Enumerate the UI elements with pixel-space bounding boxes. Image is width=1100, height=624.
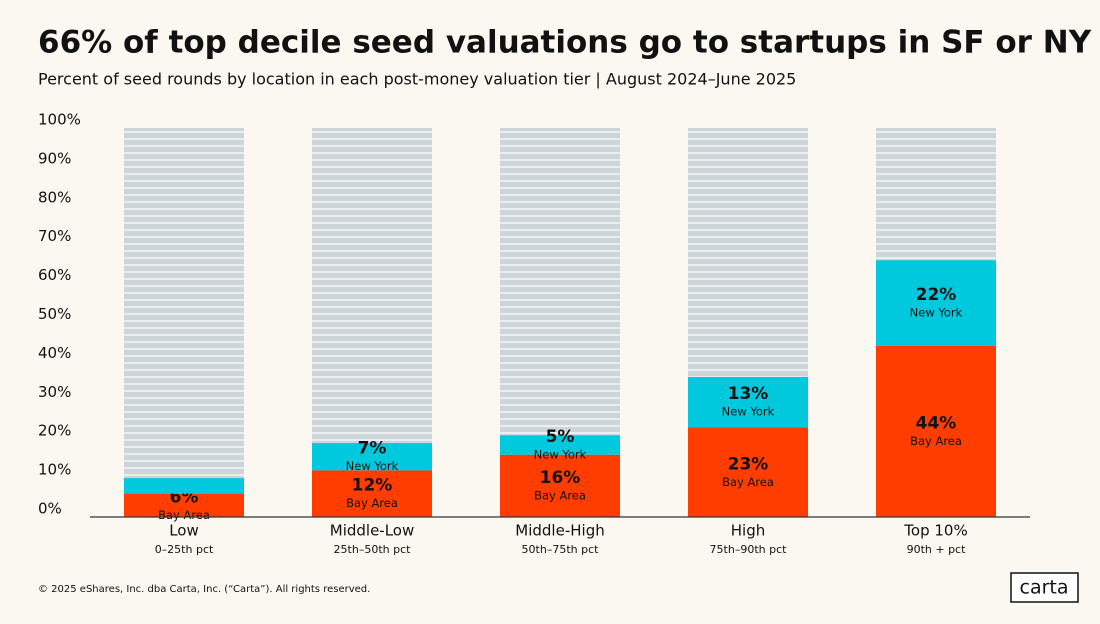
bar-segment (124, 493, 244, 517)
chart-subtitle: Percent of seed rounds by location in ea… (38, 70, 796, 89)
bar-track (124, 128, 244, 517)
series-label: Bay Area (158, 508, 210, 522)
x-tick-sublabel: 90th + pct (907, 543, 967, 556)
series-label: Bay Area (346, 496, 398, 510)
y-tick-label: 20% (38, 422, 71, 440)
x-tick-label: High (731, 522, 765, 540)
y-tick-label: 30% (38, 383, 71, 401)
chart-title: 66% of top decile seed valuations go to … (38, 25, 1092, 61)
series-label: New York (534, 448, 587, 462)
y-tick-label: 50% (38, 305, 71, 323)
x-tick-label: Top 10% (903, 522, 967, 540)
x-tick-label: Middle-High (515, 522, 604, 540)
value-label: 23% (728, 454, 769, 474)
bar-segment (312, 470, 432, 517)
value-label: 16% (540, 468, 581, 488)
y-tick-label: 100% (38, 111, 81, 129)
x-tick-sublabel: 75th–90th pct (710, 543, 788, 556)
copyright: © 2025 eShares, Inc. dba Carta, Inc. (“C… (38, 584, 370, 595)
series-label: New York (910, 306, 963, 320)
value-label: 13% (728, 384, 769, 404)
value-label: 22% (916, 285, 957, 305)
value-label: 12% (352, 476, 393, 496)
bar-segment (876, 345, 996, 517)
value-label: 5% (546, 427, 575, 447)
y-tick-label: 0% (38, 500, 62, 518)
series-label: Bay Area (910, 434, 962, 448)
x-tick-sublabel: 0–25th pct (155, 543, 214, 556)
bar-segment (688, 376, 808, 428)
logo-box (1010, 572, 1079, 603)
bar-segment (688, 427, 808, 517)
bar-segment (124, 478, 244, 494)
series-label: New York (722, 405, 775, 419)
bar-segment (876, 260, 996, 346)
series-label: Bay Area (534, 488, 586, 502)
logo: carta (1020, 577, 1069, 599)
y-tick-label: 60% (38, 266, 71, 284)
value-label: 44% (916, 413, 957, 433)
x-tick-sublabel: 50th–75th pct (522, 543, 600, 556)
y-tick-label: 10% (38, 461, 71, 479)
y-tick-label: 90% (38, 149, 71, 167)
x-tick-sublabel: 25th–50th pct (334, 543, 412, 556)
bar-segment (500, 454, 620, 517)
value-label: 7% (358, 439, 387, 459)
x-tick-label: Middle-Low (330, 522, 415, 540)
bar-segment (500, 435, 620, 455)
x-tick-label: Low (169, 522, 199, 540)
series-label: New York (346, 459, 399, 473)
y-tick-label: 70% (38, 227, 71, 245)
y-tick-label: 80% (38, 188, 71, 206)
series-label: Bay Area (722, 475, 774, 489)
bar-segment (312, 443, 432, 471)
y-tick-label: 40% (38, 344, 71, 362)
